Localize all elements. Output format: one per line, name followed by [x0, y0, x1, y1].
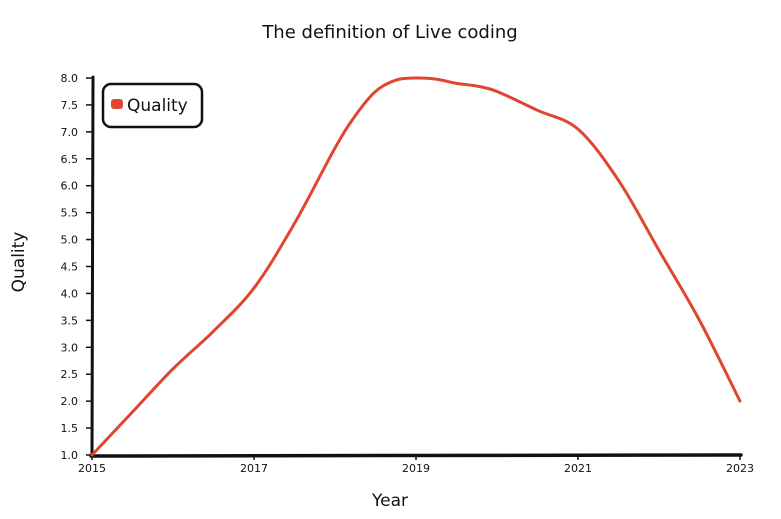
x-axis-line [89, 453, 743, 458]
y-axis-line [90, 75, 95, 458]
x-tick-label: 2015 [78, 462, 106, 475]
legend-swatch [111, 99, 123, 109]
y-tick-label: 3.5 [61, 314, 79, 327]
y-tick-label: 6.0 [61, 180, 79, 193]
x-tick-label: 2017 [240, 462, 268, 475]
y-tick-label: 8.0 [61, 72, 79, 85]
series-layer [90, 76, 742, 457]
y-tick-label: 2.5 [61, 368, 79, 381]
y-axis-label: Quality [9, 232, 29, 293]
legend-box [101, 82, 204, 129]
y-tick-label: 7.0 [61, 126, 79, 139]
y-tick-label: 4.5 [61, 261, 79, 274]
x-tick-label: 2019 [402, 462, 430, 475]
y-tick-label: 3.0 [61, 341, 79, 354]
x-tick-label: 2023 [726, 462, 754, 475]
x-tick-label: 2021 [564, 462, 592, 475]
legend: Quality [101, 82, 204, 129]
y-tick-label: 7.5 [61, 99, 79, 112]
y-tick-label: 5.5 [61, 207, 79, 220]
y-tick-label: 1.5 [61, 422, 79, 435]
x-axis-label: Year [371, 491, 408, 511]
y-tick-label: 1.0 [61, 449, 79, 462]
series-line-quality [90, 76, 742, 457]
y-tick-label: 6.5 [61, 153, 79, 166]
x-axis-ticks: 2015 2017 2019 2021 2023 [78, 455, 754, 475]
y-tick-label: 2.0 [61, 395, 79, 408]
y-tick-label: 5.0 [61, 234, 79, 247]
chart-title: The definition of Live coding [261, 22, 517, 43]
y-axis-ticks: 1.0 1.5 2.0 2.5 3.0 3.5 4.0 4.5 5.0 5.5 6.0 6.5 7.0 7… [61, 72, 92, 462]
legend-label: Quality [127, 96, 188, 116]
y-tick-label: 4.0 [61, 287, 79, 300]
